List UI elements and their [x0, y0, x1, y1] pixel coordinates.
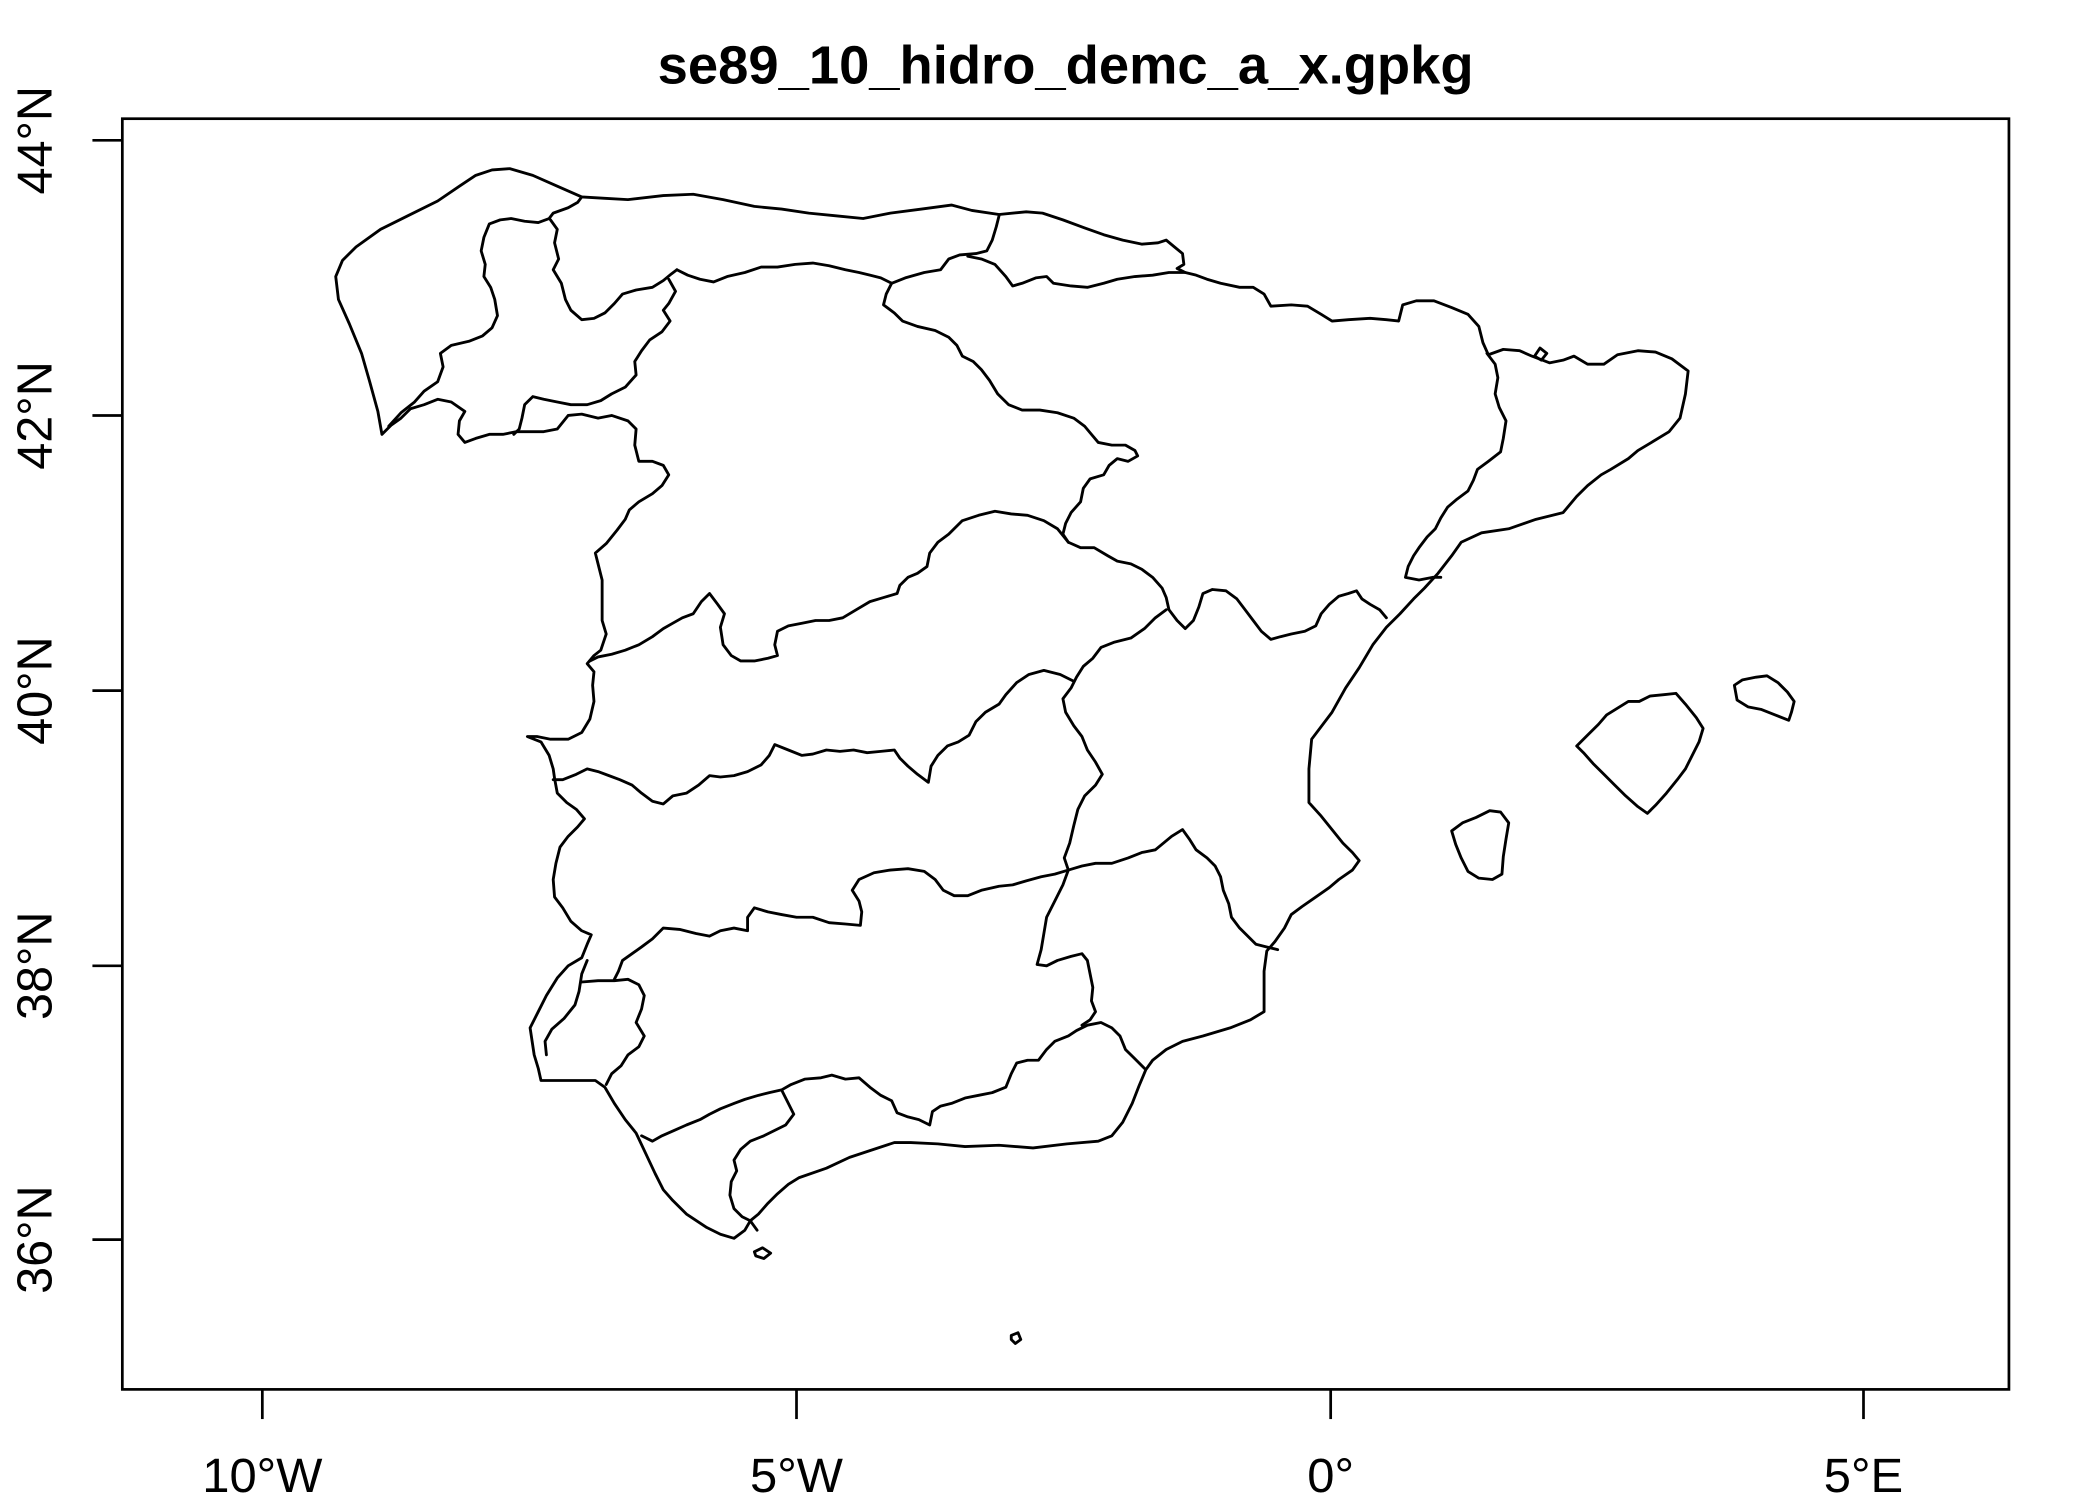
x-tick-label: 5°W — [750, 1449, 843, 1500]
basin-boundary-line — [1404, 352, 1508, 582]
basin-boundary-line — [543, 959, 589, 1057]
islet-outline — [752, 1246, 773, 1260]
basin-boundary-line — [612, 867, 1070, 981]
basin-boundary-line — [780, 1021, 1146, 1127]
y-tick-label: 38°N — [8, 912, 62, 1020]
x-tick-label: 10°W — [202, 1449, 322, 1500]
y-tick-label: 36°N — [8, 1185, 62, 1293]
island-outline — [1575, 691, 1705, 815]
y-tick-label: 40°N — [8, 636, 62, 744]
plot-title: se89_10_hidro_demc_a_x.gpkg — [658, 36, 1474, 96]
basin-boundary-line — [580, 977, 646, 1086]
x-tick-label: 5°E — [1824, 1449, 1903, 1500]
basin-boundary-line — [387, 195, 584, 428]
basin-boundary-line — [640, 1088, 796, 1232]
basin-boundary-line — [1066, 540, 1388, 641]
basin-boundary-line — [675, 214, 1001, 285]
basin-boundary-line — [1061, 608, 1168, 872]
basin-boundary-line — [549, 218, 679, 322]
island-outline — [1732, 674, 1796, 722]
islet-outline — [1009, 1331, 1023, 1345]
map-features — [334, 167, 1796, 1345]
y-tick-label: 42°N — [8, 361, 62, 469]
basin-boundary-line — [588, 509, 1070, 663]
basin-boundary-line — [551, 668, 1076, 806]
island-outline — [1450, 809, 1511, 881]
basin-boundary-line — [512, 277, 677, 436]
x-axis: 10°W 5°W 0° 5°E — [202, 1389, 1903, 1500]
x-tick-label: 0° — [1307, 1449, 1354, 1500]
plot-frame — [120, 117, 2011, 1391]
y-axis: 36°N 38°N 40°N 42°N 44°N — [8, 86, 123, 1294]
basin-boundary-line — [966, 254, 1187, 289]
mainland-outline — [334, 167, 1690, 1240]
basin-boundary-line — [882, 281, 1140, 544]
y-tick-label: 44°N — [8, 86, 62, 194]
basin-boundary-line — [1035, 868, 1097, 1027]
basin-boundary-line — [1066, 828, 1280, 952]
islet-outline — [1533, 346, 1549, 362]
